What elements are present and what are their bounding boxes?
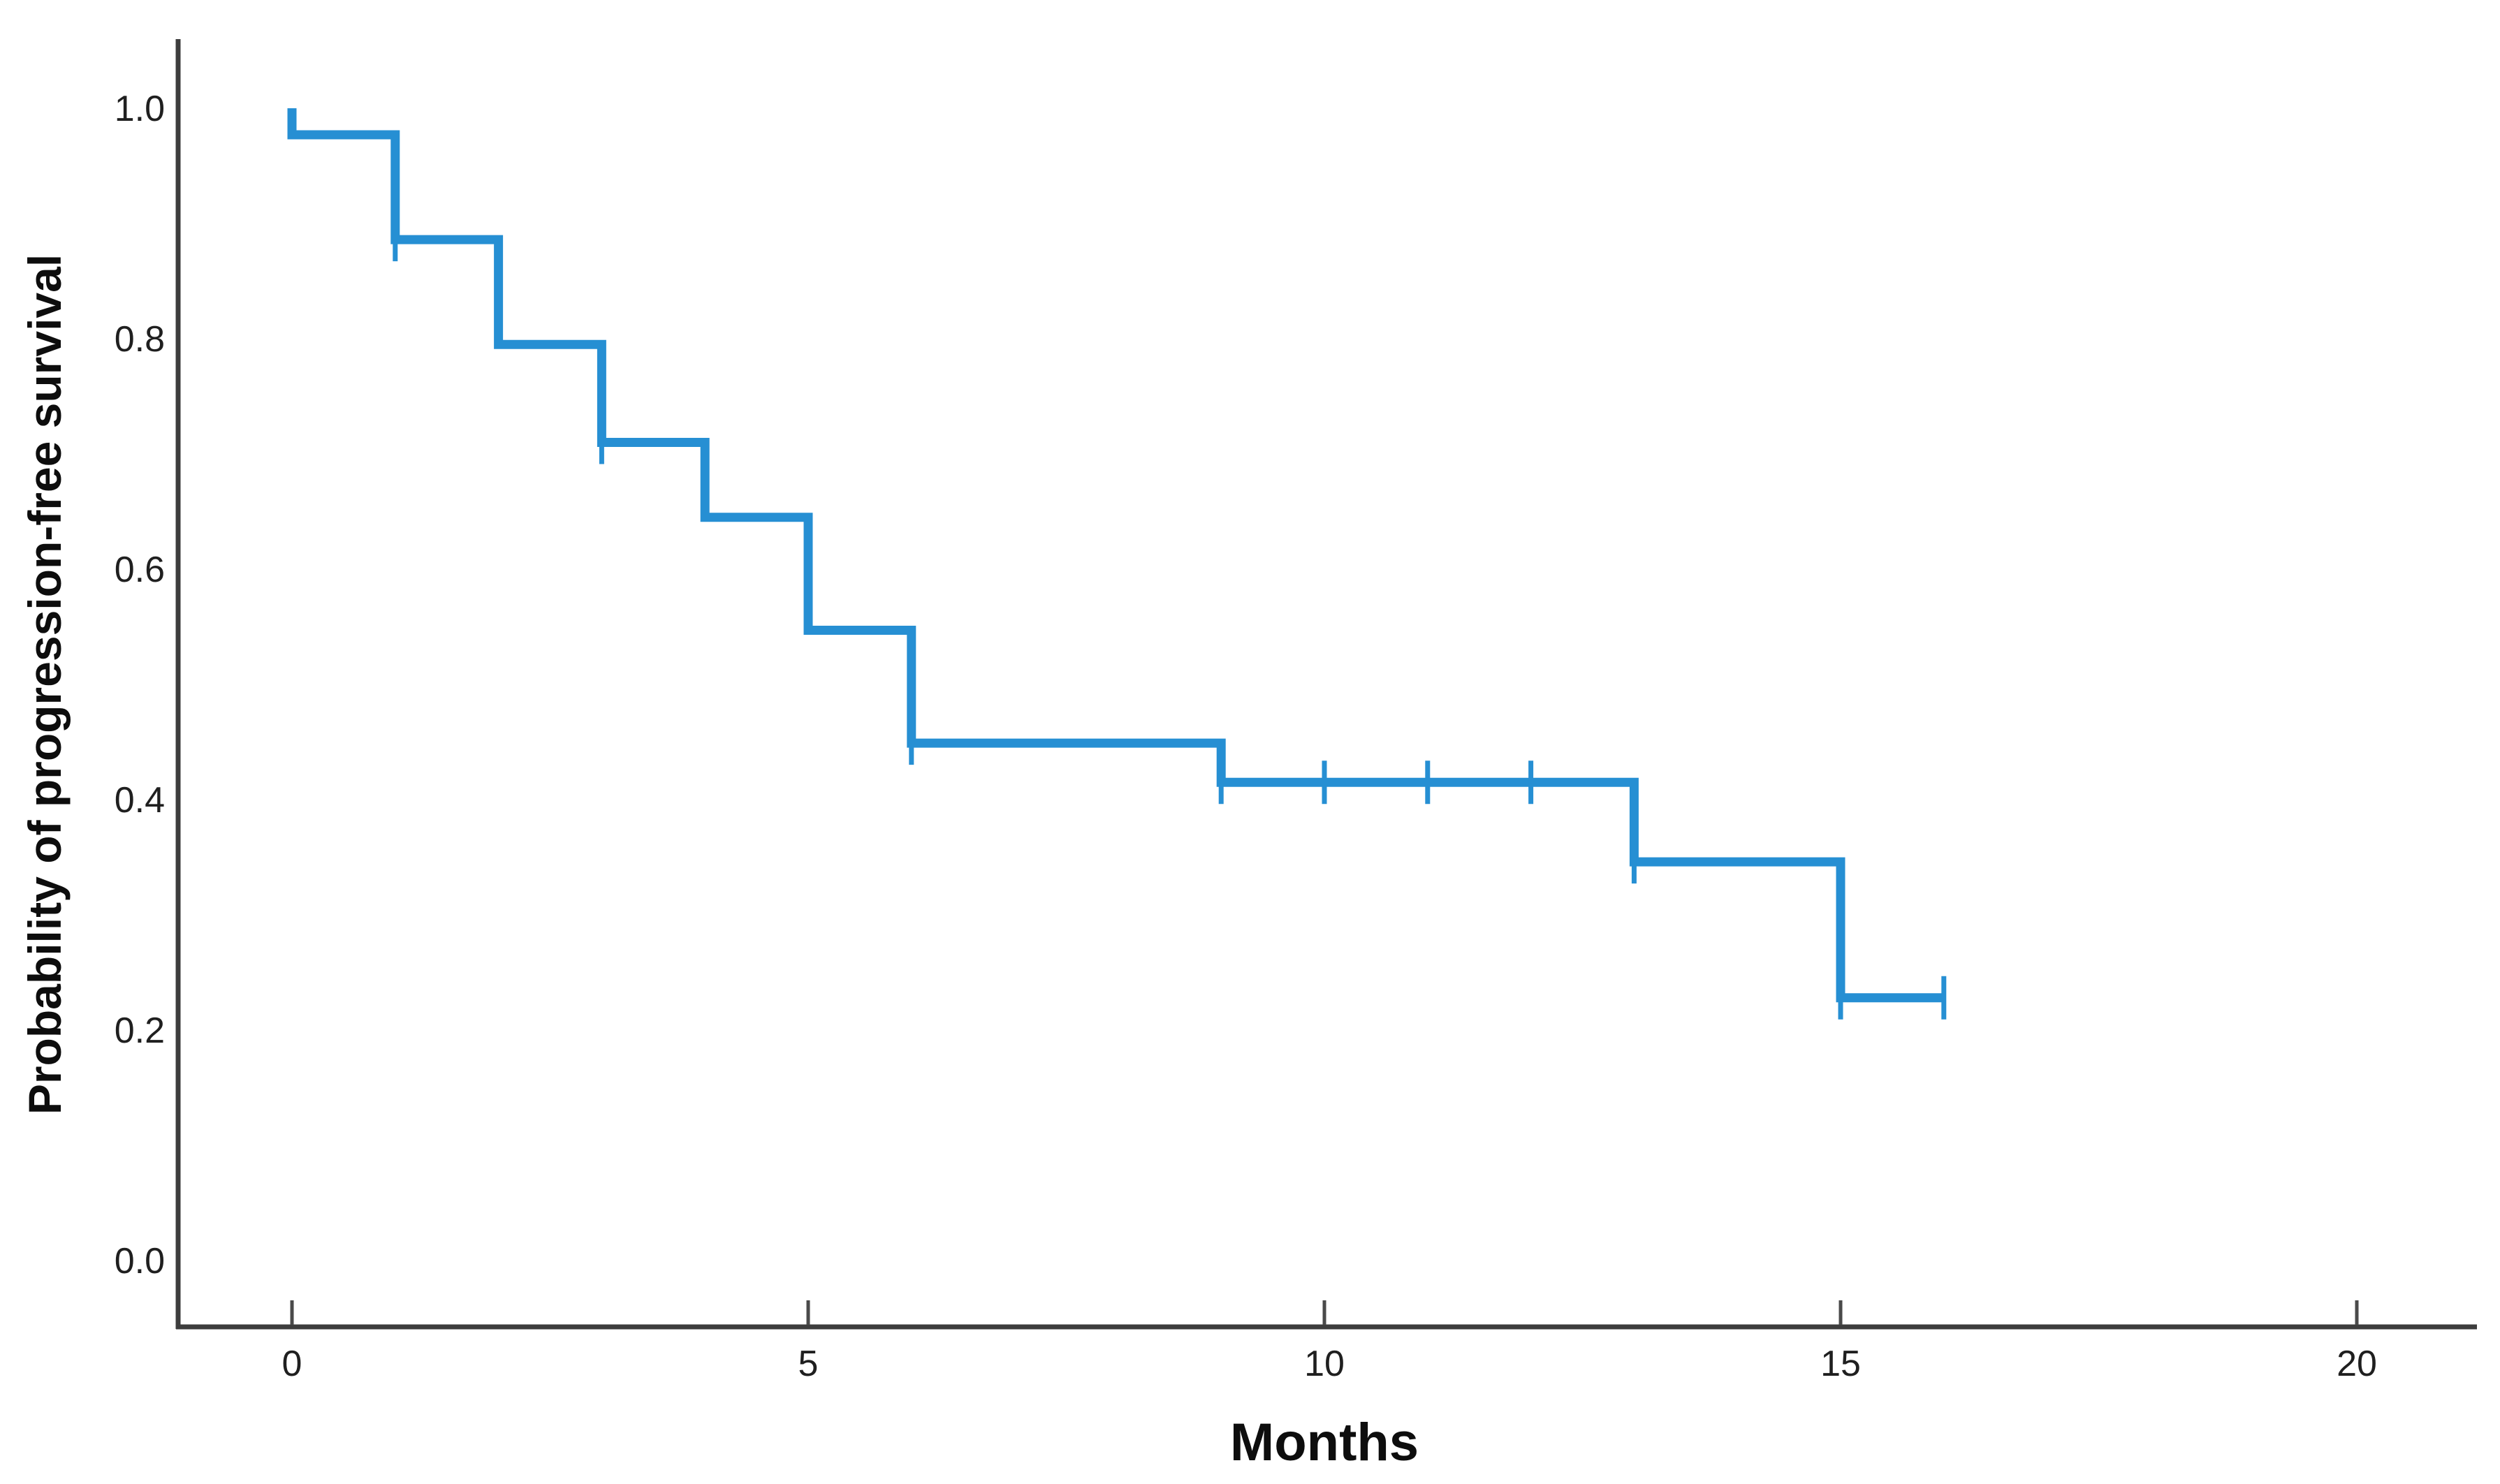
y-tick-label: 0.2 bbox=[115, 1011, 165, 1051]
y-tick-label: 1.0 bbox=[115, 89, 165, 129]
km-step-curve bbox=[287, 108, 1944, 1003]
y-tick-label: 0.4 bbox=[115, 780, 165, 821]
x-tick-label: 10 bbox=[1304, 1344, 1345, 1384]
x-tick-label: 20 bbox=[2337, 1344, 2377, 1384]
x-tick-label: 15 bbox=[1820, 1344, 1861, 1384]
y-tick-label: 0.6 bbox=[115, 550, 165, 590]
y-axis-title: Probability of progression-free survival bbox=[19, 254, 71, 1115]
y-tick-label: 0.8 bbox=[115, 319, 165, 360]
x-tick-label: 0 bbox=[282, 1344, 302, 1384]
x-axis-title: Months bbox=[1229, 1413, 1419, 1472]
y-tick-label: 0.0 bbox=[115, 1241, 165, 1281]
x-tick-label: 5 bbox=[798, 1344, 819, 1384]
